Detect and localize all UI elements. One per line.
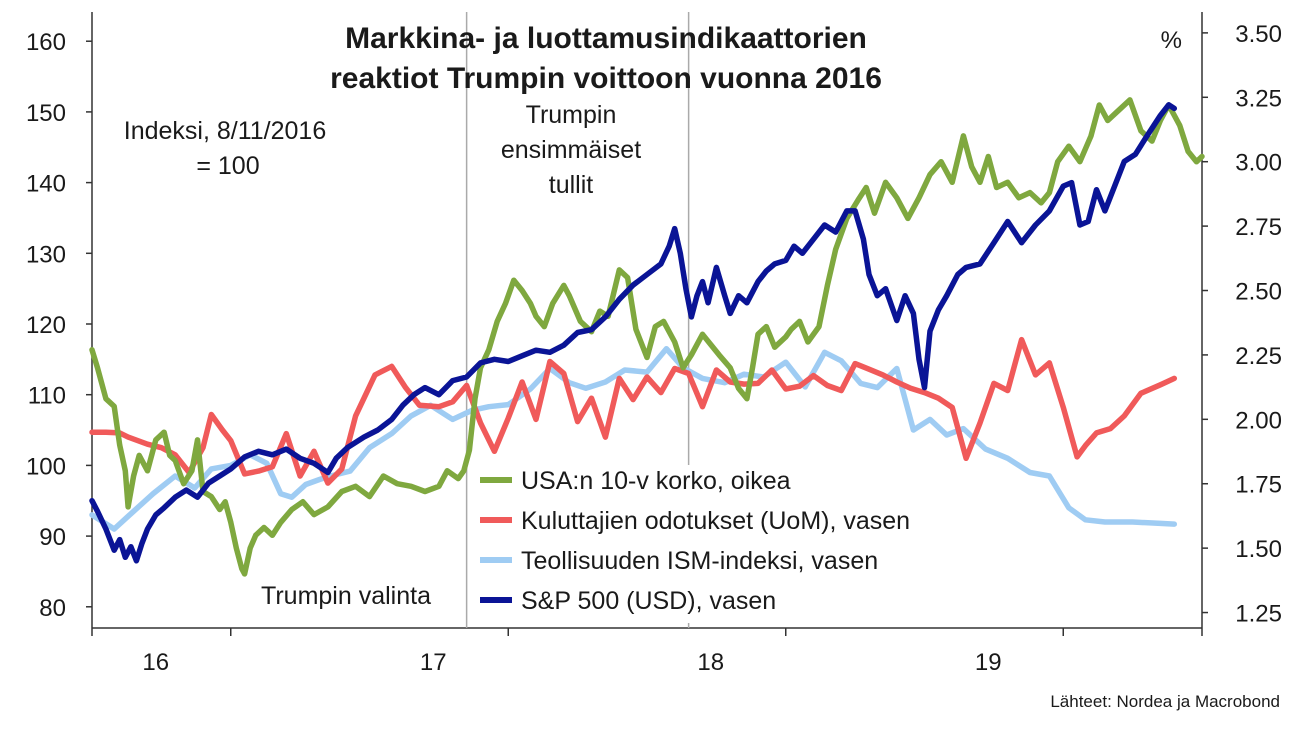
left-tick-label: 110 [28, 383, 66, 410]
series-line-consumer-expectations [89, 336, 1178, 486]
left-tick-label: 100 [26, 453, 66, 480]
right-tick-label: 1.50 [1235, 536, 1282, 563]
right-tick-label: 3.25 [1235, 85, 1282, 112]
x-tick-label: 18 [697, 649, 724, 676]
legend-label-sp500: S&P 500 (USD), vasen [521, 587, 776, 615]
left-tick-label: 80 [39, 595, 66, 622]
right-tick-label: 3.00 [1235, 150, 1282, 177]
x-tick-label: 19 [975, 649, 1002, 676]
tariffs-label-line-2: ensimmäiset [501, 136, 641, 164]
left-tick-label: 150 [26, 100, 66, 127]
chart-title-line-1: Markkina- ja luottamusindikaattorien [345, 22, 867, 55]
source-note: Lähteet: Nordea ja Macrobond [1050, 692, 1280, 711]
legend-label-ism-index: Teollisuuden ISM-indeksi, vasen [521, 547, 878, 575]
x-axis-ticks: 16 17 18 19 [91, 628, 1203, 676]
tariffs-label-line-3: tullit [549, 171, 594, 199]
right-tick-label: 1.25 [1235, 601, 1282, 628]
right-tick-label: 2.75 [1235, 214, 1282, 241]
right-axis-ticks: 1.25 1.50 1.75 2.00 2.25 2.50 2.75 3.00 3.25 3.50 [1202, 21, 1282, 628]
x-tick-label: 16 [142, 649, 169, 676]
legend-label-consumer-expectations: Kuluttajien odotukset (UoM), vasen [521, 507, 910, 535]
left-tick-label: 120 [26, 312, 66, 339]
index-note-line-1: Indeksi, 8/11/2016 [124, 117, 326, 145]
legend: USA:n 10-v korko, oikea Kuluttajien odot… [472, 465, 990, 623]
series-line-sp500 [89, 102, 1178, 564]
left-tick-label: 160 [26, 29, 66, 56]
legend-label-10y-yield: USA:n 10-v korko, oikea [521, 467, 791, 495]
left-tick-label: 130 [26, 241, 66, 268]
legend-background [472, 465, 990, 623]
right-axis-unit: % [1161, 27, 1182, 54]
left-tick-label: 140 [26, 171, 66, 198]
right-tick-label: 3.50 [1235, 21, 1282, 48]
right-tick-label: 2.25 [1235, 343, 1282, 370]
chart-title-line-2: reaktiot Trumpin voittoon vuonna 2016 [330, 62, 882, 95]
left-axis-ticks: 80 90 100 110 120 130 140 150 160 [26, 29, 92, 622]
series-line-10y-yield [89, 97, 1205, 577]
right-tick-label: 2.00 [1235, 407, 1282, 434]
series-lines [89, 97, 1205, 577]
right-tick-label: 1.75 [1235, 472, 1282, 499]
election-label: Trumpin valinta [261, 582, 431, 610]
index-note-line-2: = 100 [196, 152, 259, 180]
x-tick-label: 17 [420, 649, 447, 676]
right-tick-label: 2.50 [1235, 279, 1282, 306]
left-tick-label: 90 [39, 524, 66, 551]
tariffs-label-line-1: Trumpin [526, 101, 617, 129]
